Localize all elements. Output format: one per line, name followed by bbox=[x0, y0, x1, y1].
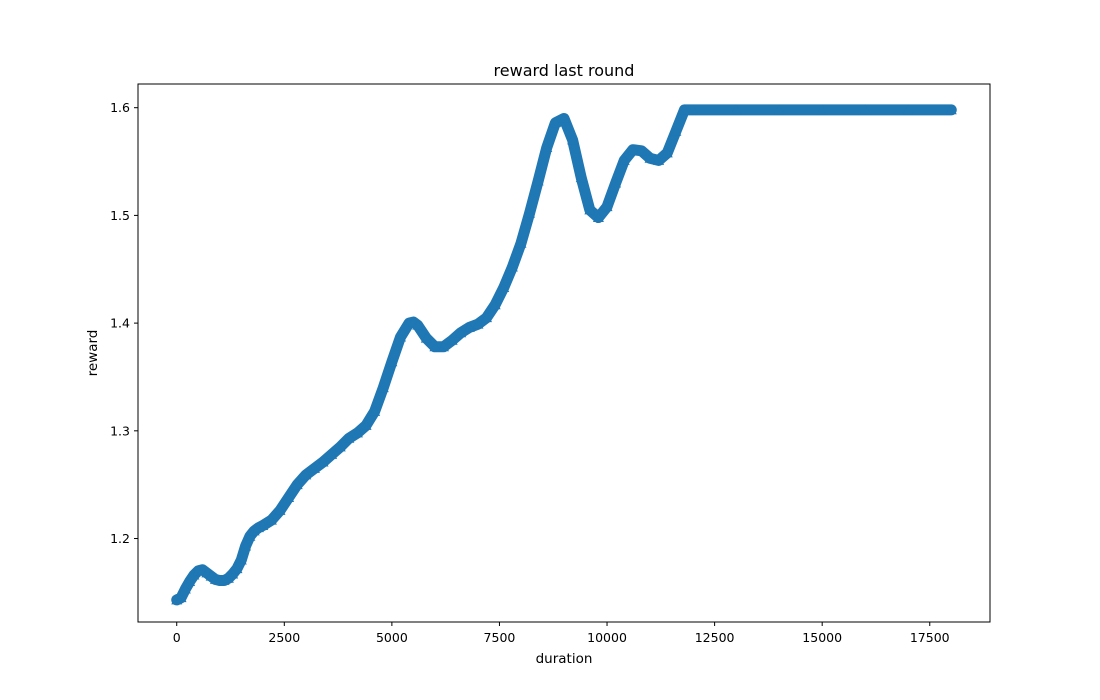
data-point bbox=[584, 204, 596, 215]
data-point bbox=[945, 104, 957, 115]
data-point bbox=[567, 134, 579, 145]
data-point bbox=[481, 312, 493, 323]
x-tick-label: 12500 bbox=[695, 630, 735, 645]
data-point bbox=[377, 382, 389, 393]
data-point bbox=[283, 492, 295, 502]
data-point bbox=[184, 576, 196, 587]
data-point bbox=[506, 261, 518, 272]
data-point bbox=[601, 201, 613, 212]
data-point bbox=[300, 469, 312, 480]
x-tick-label: 17500 bbox=[910, 630, 950, 645]
data-point bbox=[816, 104, 828, 115]
data-point bbox=[420, 332, 432, 343]
data-point bbox=[627, 144, 639, 155]
data-point bbox=[575, 172, 587, 183]
data-point bbox=[472, 318, 484, 329]
x-tick-label: 15000 bbox=[802, 630, 842, 645]
y-axis-label: reward bbox=[85, 330, 101, 377]
data-point bbox=[463, 321, 475, 332]
data-point bbox=[265, 514, 277, 525]
y-tick-label: 1.2 bbox=[110, 531, 130, 546]
data-point bbox=[179, 583, 191, 594]
y-tick-label: 1.6 bbox=[110, 100, 130, 115]
x-tick-label: 7500 bbox=[484, 630, 516, 645]
data-point bbox=[541, 142, 553, 152]
chart-title: reward last round bbox=[494, 61, 635, 80]
data-point bbox=[592, 212, 604, 222]
data-point bbox=[661, 147, 673, 158]
data-point bbox=[231, 563, 243, 574]
data-point bbox=[386, 356, 398, 367]
data-point bbox=[687, 104, 699, 115]
data-point bbox=[635, 145, 647, 156]
data-point bbox=[524, 207, 536, 218]
y-tick-label: 1.4 bbox=[110, 316, 130, 331]
data-point bbox=[343, 432, 355, 443]
y-tick-label: 1.3 bbox=[110, 423, 130, 438]
data-point bbox=[515, 237, 527, 248]
y-tick-label: 1.5 bbox=[110, 208, 130, 223]
data-point bbox=[549, 117, 561, 128]
data-point bbox=[438, 341, 450, 352]
data-point bbox=[653, 154, 665, 165]
data-point bbox=[730, 104, 742, 115]
data-point bbox=[532, 175, 544, 186]
data-point bbox=[257, 520, 269, 531]
y-axis: 1.2 1.3 1.4 1.5 1.6 bbox=[110, 100, 138, 546]
data-point bbox=[175, 592, 187, 603]
series-line bbox=[171, 104, 957, 606]
data-point bbox=[334, 441, 346, 452]
data-point bbox=[610, 177, 622, 188]
data-point bbox=[326, 449, 338, 459]
data-point bbox=[291, 479, 303, 490]
x-tick-label: 2500 bbox=[268, 630, 300, 645]
data-point bbox=[618, 154, 630, 165]
plot-area bbox=[137, 83, 991, 623]
data-point bbox=[429, 341, 441, 352]
data-point bbox=[455, 327, 467, 338]
data-point bbox=[317, 456, 329, 467]
data-point bbox=[412, 319, 424, 330]
data-point bbox=[369, 405, 381, 416]
x-axis: 0 2500 5000 7500 10000 12500 15000 17500 bbox=[173, 622, 950, 645]
data-point bbox=[644, 152, 656, 163]
data-point bbox=[902, 104, 914, 115]
x-tick-label: 5000 bbox=[376, 630, 408, 645]
x-tick-label: 10000 bbox=[587, 630, 627, 645]
x-axis-label: duration bbox=[536, 651, 593, 667]
x-tick-label: 0 bbox=[173, 630, 181, 645]
data-point bbox=[446, 334, 458, 345]
series-layer bbox=[171, 104, 957, 606]
data-point bbox=[678, 104, 690, 115]
data-point bbox=[244, 530, 256, 541]
data-point bbox=[240, 540, 252, 551]
data-point bbox=[308, 463, 320, 473]
data-point bbox=[558, 112, 570, 123]
plot-frame bbox=[137, 83, 991, 623]
data-point bbox=[498, 282, 510, 292]
data-point bbox=[227, 568, 239, 579]
data-point bbox=[859, 104, 871, 115]
data-point bbox=[394, 331, 406, 342]
data-point bbox=[489, 299, 501, 310]
data-point bbox=[235, 554, 247, 565]
data-point bbox=[360, 419, 372, 430]
data-point bbox=[670, 125, 682, 136]
data-point bbox=[351, 427, 363, 438]
data-point bbox=[274, 505, 286, 515]
data-point bbox=[773, 104, 785, 115]
